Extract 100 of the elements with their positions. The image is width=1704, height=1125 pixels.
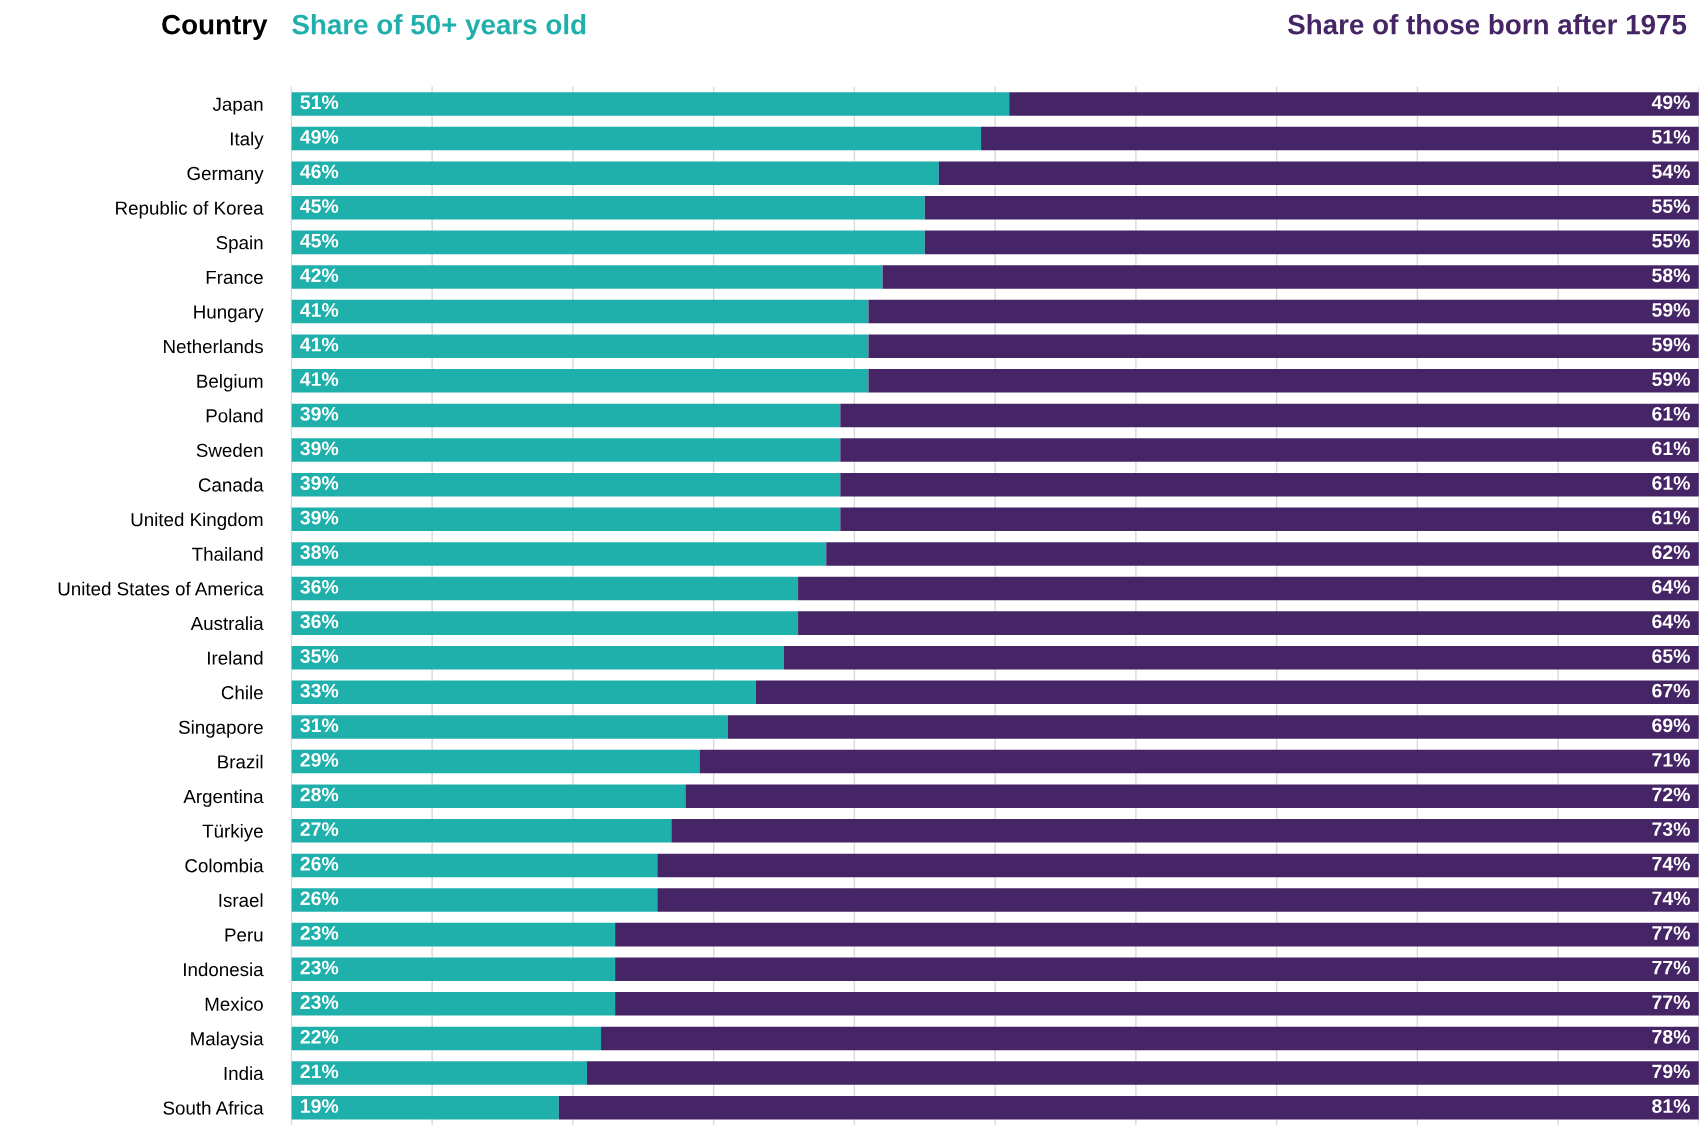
data-label: 59%	[1652, 372, 1690, 387]
data-label: 42%	[300, 268, 339, 283]
y-axis-title: Country	[162, 14, 268, 40]
y-tick-label: Brazil	[218, 754, 263, 769]
data-label: 64%	[1652, 579, 1690, 594]
y-tick-label: Chile	[221, 685, 263, 700]
bar	[291, 1061, 587, 1085]
bar	[938, 161, 1699, 185]
data-label: 39%	[300, 510, 339, 525]
y-tick-label: Hungary	[194, 305, 264, 323]
bar	[586, 1061, 1699, 1085]
data-label: 61%	[1652, 510, 1690, 525]
bar	[868, 334, 1699, 358]
bar	[868, 299, 1699, 324]
data-label: 39%	[300, 406, 339, 421]
data-label: 45%	[300, 199, 339, 213]
data-label: 73%	[1652, 822, 1690, 837]
y-tick-label: Ireland	[208, 650, 263, 665]
data-label: 26%	[300, 856, 339, 871]
bar	[615, 957, 1699, 982]
data-label: 36%	[300, 579, 339, 594]
bar	[615, 922, 1699, 947]
data-label: 61%	[1652, 476, 1690, 490]
bar	[601, 1026, 1699, 1051]
bar	[291, 645, 785, 670]
y-tick-label: Italy	[230, 131, 264, 150]
data-label: 28%	[300, 787, 339, 802]
data-label: 41%	[300, 337, 339, 352]
data-label: 64%	[1652, 614, 1690, 629]
data-label: 38%	[300, 545, 339, 560]
bar	[291, 1095, 559, 1120]
bar	[291, 161, 939, 185]
data-label: 23%	[300, 926, 339, 940]
data-label: 31%	[300, 718, 339, 733]
y-tick-label: Poland	[206, 408, 263, 423]
bar	[615, 992, 1699, 1016]
bar	[291, 299, 869, 324]
data-label: 54%	[1652, 164, 1690, 179]
bar	[981, 126, 1699, 151]
bar	[924, 196, 1699, 220]
data-label: 59%	[1652, 337, 1690, 352]
y-tick-label: Thailand	[192, 547, 263, 561]
bar	[671, 819, 1699, 843]
bar	[798, 611, 1699, 635]
bar	[291, 92, 1010, 116]
data-label: 19%	[301, 1099, 339, 1113]
data-label: 26%	[300, 891, 339, 906]
y-tick-label: Peru	[225, 928, 263, 942]
y-tick-label: Colombia	[185, 858, 264, 873]
data-label: 61%	[1652, 441, 1690, 456]
bar	[657, 888, 1699, 912]
y-tick-label: Spain	[216, 235, 263, 254]
text: Share of those born after 1975	[1287, 14, 1687, 35]
data-label: 23%	[300, 960, 339, 975]
bar	[291, 715, 728, 739]
bar	[755, 680, 1699, 705]
y-tick-label: Netherlands	[164, 339, 263, 354]
y-tick-label: Belgium	[197, 374, 263, 392]
data-label: 21%	[300, 1064, 339, 1079]
data-label: 51%	[300, 95, 339, 110]
bar	[657, 853, 1699, 878]
bar	[840, 472, 1699, 497]
data-label: 69%	[1652, 718, 1690, 733]
y-tick-label: India	[224, 1066, 264, 1081]
bar	[699, 749, 1699, 774]
data-label: 49%	[1651, 95, 1690, 110]
bar	[840, 438, 1699, 462]
data-label: 77%	[1652, 995, 1690, 1010]
y-tick-label: Australia	[190, 616, 264, 631]
y-tick-label: United Kingdom	[131, 512, 263, 530]
bar	[291, 1026, 602, 1051]
bar	[291, 784, 686, 808]
bar	[291, 126, 982, 151]
bar	[291, 542, 827, 566]
y-tick-label: South Africa	[163, 1100, 264, 1115]
bar	[558, 1095, 1699, 1120]
bar	[868, 369, 1699, 393]
bar	[882, 265, 1699, 289]
data-label: 78%	[1652, 1029, 1690, 1044]
data-label: 36%	[300, 614, 339, 629]
bar	[291, 888, 658, 912]
y-tick-label: United States of America	[58, 581, 264, 596]
data-label: 61%	[1652, 406, 1690, 421]
y-tick-label: Türkiye	[202, 824, 263, 842]
y-tick-label: Indonesia	[184, 962, 264, 977]
bar	[924, 230, 1699, 255]
y-tick-label: Malaysia	[191, 1031, 264, 1050]
data-label: 23%	[300, 995, 339, 1010]
data-label: 59%	[1652, 303, 1690, 317]
bar	[1009, 92, 1699, 116]
bar	[727, 715, 1699, 739]
data-label: 58%	[1652, 268, 1690, 283]
bar	[291, 334, 869, 358]
bar	[291, 749, 700, 774]
data-label: 79%	[1652, 1064, 1690, 1079]
bar	[798, 576, 1699, 601]
data-label: 74%	[1652, 856, 1690, 871]
bar	[826, 542, 1699, 566]
bar	[784, 645, 1699, 670]
data-label: 39%	[300, 476, 339, 490]
